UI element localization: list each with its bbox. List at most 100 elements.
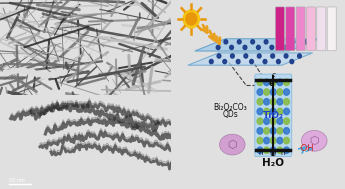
Circle shape [223, 60, 227, 64]
Circle shape [25, 69, 36, 74]
Circle shape [271, 54, 275, 58]
Circle shape [209, 60, 213, 64]
Circle shape [270, 98, 276, 105]
Circle shape [257, 137, 263, 144]
Circle shape [277, 137, 283, 144]
Circle shape [277, 108, 283, 115]
Text: h⁺: h⁺ [280, 150, 288, 156]
Circle shape [257, 147, 263, 153]
FancyBboxPatch shape [306, 7, 315, 51]
Text: TiO₂: TiO₂ [263, 111, 284, 120]
Circle shape [264, 128, 269, 134]
Circle shape [284, 98, 289, 105]
Circle shape [284, 147, 289, 153]
Circle shape [264, 89, 269, 95]
Circle shape [257, 108, 263, 115]
FancyBboxPatch shape [275, 7, 284, 51]
Circle shape [216, 45, 220, 50]
Circle shape [270, 45, 274, 50]
Polygon shape [188, 53, 313, 65]
Text: Bi₂O₂CO₃: Bi₂O₂CO₃ [214, 103, 247, 112]
Circle shape [251, 40, 255, 44]
Text: ⬡: ⬡ [227, 140, 237, 149]
Circle shape [9, 68, 20, 73]
Circle shape [304, 40, 308, 44]
Circle shape [264, 40, 268, 44]
Circle shape [186, 13, 197, 25]
Circle shape [283, 45, 287, 50]
Circle shape [250, 60, 254, 64]
Circle shape [41, 73, 51, 78]
Circle shape [257, 98, 263, 105]
FancyBboxPatch shape [255, 74, 292, 156]
Circle shape [270, 79, 276, 86]
FancyBboxPatch shape [327, 7, 336, 51]
Text: ·OH: ·OH [298, 144, 314, 153]
Circle shape [57, 70, 67, 75]
Circle shape [264, 98, 269, 105]
Circle shape [284, 118, 289, 124]
Circle shape [183, 10, 199, 28]
Circle shape [278, 40, 282, 44]
Circle shape [257, 45, 260, 50]
FancyBboxPatch shape [317, 7, 326, 51]
Circle shape [277, 98, 283, 105]
Text: c: c [271, 72, 275, 78]
Text: h⁺: h⁺ [269, 150, 277, 156]
Circle shape [264, 118, 269, 124]
Circle shape [290, 60, 294, 64]
Text: ⬡: ⬡ [309, 136, 319, 146]
Circle shape [284, 89, 289, 95]
Circle shape [284, 79, 289, 86]
Circle shape [297, 45, 300, 50]
Circle shape [277, 118, 283, 124]
Text: H₂O: H₂O [262, 158, 284, 167]
Circle shape [243, 45, 247, 50]
Circle shape [224, 40, 228, 44]
Text: h⁺: h⁺ [258, 150, 266, 156]
Circle shape [264, 147, 269, 153]
Circle shape [270, 118, 276, 124]
Text: 50 nm: 50 nm [9, 178, 24, 183]
Circle shape [230, 54, 234, 58]
Circle shape [264, 108, 269, 115]
Circle shape [257, 118, 263, 124]
Circle shape [244, 54, 248, 58]
Circle shape [270, 147, 276, 153]
Circle shape [263, 60, 267, 64]
Circle shape [277, 128, 283, 134]
Text: QDs: QDs [223, 110, 238, 119]
Circle shape [264, 79, 269, 86]
Circle shape [284, 128, 289, 134]
Circle shape [270, 108, 276, 115]
Circle shape [257, 54, 261, 58]
Circle shape [49, 72, 59, 77]
Circle shape [257, 89, 263, 95]
Circle shape [284, 108, 289, 115]
Circle shape [257, 128, 263, 134]
Polygon shape [195, 39, 319, 51]
Circle shape [257, 79, 263, 86]
Circle shape [284, 54, 288, 58]
Circle shape [277, 79, 283, 86]
Text: e⁻: e⁻ [268, 79, 278, 88]
Circle shape [270, 89, 276, 95]
Circle shape [33, 71, 43, 77]
Circle shape [270, 128, 276, 134]
Circle shape [17, 68, 28, 73]
Circle shape [277, 147, 283, 153]
Circle shape [270, 137, 276, 144]
Circle shape [291, 40, 295, 44]
Circle shape [264, 137, 269, 144]
Circle shape [298, 54, 302, 58]
Text: h: h [270, 149, 276, 158]
Circle shape [230, 45, 234, 50]
Circle shape [217, 54, 221, 58]
Circle shape [236, 60, 240, 64]
Circle shape [1, 70, 12, 75]
Circle shape [284, 137, 289, 144]
FancyBboxPatch shape [286, 7, 295, 51]
FancyBboxPatch shape [296, 7, 305, 51]
Circle shape [277, 89, 283, 95]
Ellipse shape [302, 130, 327, 151]
